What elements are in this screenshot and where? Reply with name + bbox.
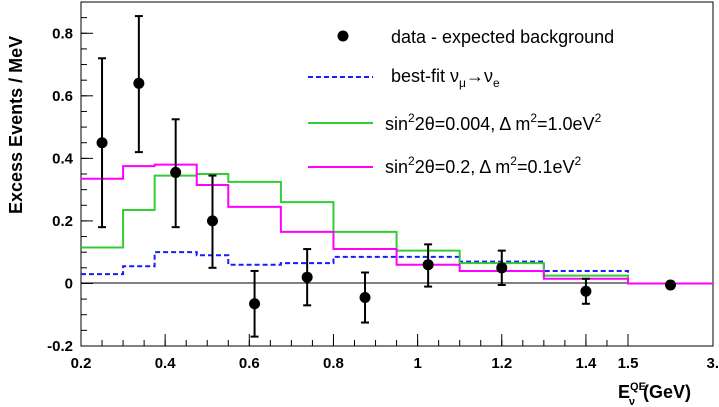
data-point	[170, 166, 182, 178]
data-point	[249, 298, 261, 310]
legend-magenta-c: =0.1eV	[517, 157, 575, 177]
y-tick-label: -0.2	[47, 338, 73, 355]
data-point	[96, 137, 108, 149]
legend-magenta-b-sup: 2	[510, 154, 517, 168]
legend-best-fit-arrow: →ν	[466, 66, 493, 86]
x-tick-label: 0.8	[323, 355, 344, 372]
y-tick-label: 0.8	[52, 25, 73, 42]
legend-magenta-b: 2θ=0.2, Δ m	[415, 157, 511, 177]
legend-green-b-sup: 2	[530, 111, 537, 125]
y-axis-title: Excess Events / MeV	[6, 36, 26, 214]
y-tick-label: 0.4	[52, 150, 74, 167]
x-axis-title-main: E	[618, 382, 630, 402]
x-tick-label: 0.2	[71, 355, 92, 372]
legend-magenta-c-sup: 2	[575, 154, 582, 168]
legend-green-a: sin	[385, 114, 408, 134]
x-axis-title-sub: ν	[629, 396, 635, 407]
x-axis-title-unit: (GeV)	[643, 382, 691, 402]
y-tick-label: 0.2	[52, 213, 73, 230]
legend-green-c: =1.0eV	[537, 114, 595, 134]
series-step-line	[81, 163, 713, 285]
x-axis-title: EQE ν (GeV)	[618, 381, 691, 407]
data-point	[422, 259, 434, 271]
data-point	[206, 215, 218, 227]
data-point	[665, 279, 676, 291]
ticks: -0.2 0 0.2 0.4 0.6 0.8 0.2 0.4 0.6 0.8 1 1.2 1.4 1.5 3…	[47, 1, 719, 372]
data-point	[359, 292, 371, 304]
data-point	[133, 77, 145, 89]
legend-magenta-a-sup: 2	[408, 154, 415, 168]
legend-label-magenta: sin22θ=0.2, Δ m2=0.1eV2	[385, 154, 582, 177]
legend-marker-data	[337, 30, 349, 42]
x-tick-label: 3.	[706, 355, 719, 372]
series-step-line	[81, 173, 713, 285]
data-point	[580, 285, 592, 297]
legend-best-fit-sub2: e	[493, 76, 500, 90]
x-axis-title-sup: QE	[630, 381, 646, 393]
legend-magenta-a: sin	[385, 157, 408, 177]
data-point	[301, 271, 313, 283]
x-tick-label: 1.2	[491, 355, 512, 372]
legend: data - expected background best-fit νμ→ν…	[308, 27, 614, 177]
histograms	[81, 163, 713, 285]
legend-best-fit-sub1: μ	[459, 76, 466, 90]
data-point	[496, 262, 508, 274]
legend-label-green: sin22θ=0.004, Δ m2=1.0eV2	[385, 111, 602, 134]
data-points	[96, 15, 676, 338]
legend-green-b: 2θ=0.004, Δ m	[415, 114, 531, 134]
x-tick-label: 1.4	[575, 355, 597, 372]
legend-green-c-sup: 2	[595, 111, 602, 125]
x-tick-label: 1.5	[618, 355, 639, 372]
legend-label-best-fit: best-fit νμ→νe	[391, 66, 500, 90]
legend-best-fit-main: best-fit ν	[391, 66, 459, 86]
y-tick-label: 0	[65, 275, 73, 292]
x-tick-label: 1	[413, 355, 421, 372]
legend-green-a-sup: 2	[408, 111, 415, 125]
y-tick-label: 0.6	[52, 88, 73, 105]
legend-label-data: data - expected background	[391, 27, 614, 47]
x-tick-label: 0.4	[155, 355, 177, 372]
x-tick-label: 0.6	[239, 355, 260, 372]
